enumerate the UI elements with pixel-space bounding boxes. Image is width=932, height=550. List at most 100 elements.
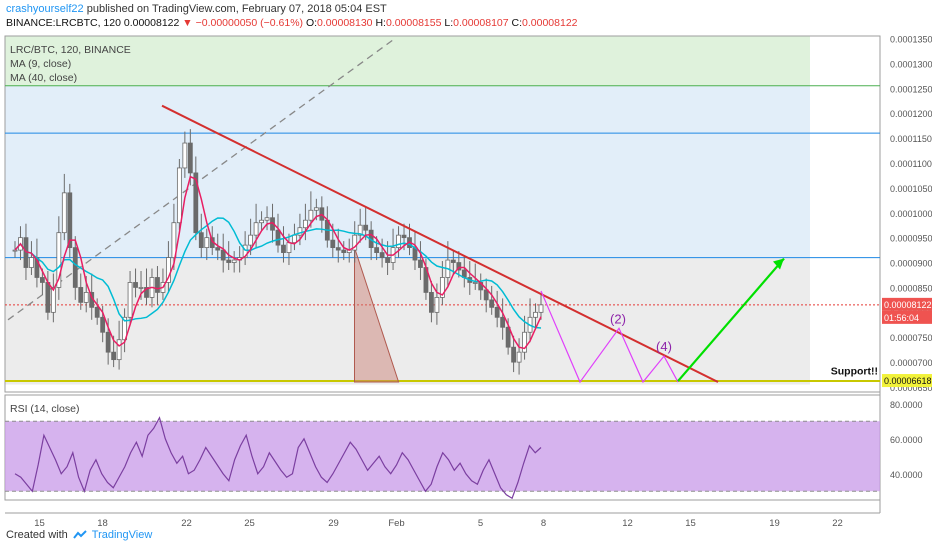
candle-body bbox=[198, 232, 204, 249]
high-value: 0.00008155 bbox=[385, 17, 442, 29]
candle-body bbox=[116, 339, 122, 361]
time-tick-label: 12 bbox=[622, 518, 633, 529]
candle-body bbox=[259, 219, 264, 224]
candle-body bbox=[242, 244, 248, 258]
legend-ma9[interactable]: MA (9, close) bbox=[10, 58, 72, 70]
time-tick-label: 8 bbox=[541, 518, 546, 529]
open-label: O: bbox=[305, 17, 318, 29]
forecast-arrowhead bbox=[773, 258, 784, 270]
wave-label-2: (2) bbox=[610, 311, 626, 326]
legend-rsi[interactable]: RSI (14, close) bbox=[10, 403, 80, 415]
projection-path bbox=[540, 290, 679, 384]
zone-gray bbox=[5, 257, 810, 385]
time-tick-label: 29 bbox=[328, 518, 339, 529]
candle-body bbox=[226, 259, 232, 263]
rsi-tick-label: 40.0000 bbox=[890, 470, 923, 480]
candle-body bbox=[281, 244, 286, 253]
candle-body bbox=[204, 237, 210, 249]
ohlc-line: BINANCE:LRCBTC, 120 0.00008122 ▼ −0.0000… bbox=[6, 17, 578, 29]
footer: Created with TradingView bbox=[6, 529, 152, 541]
candle-body bbox=[363, 224, 369, 231]
candle-body bbox=[429, 292, 434, 313]
candle-body bbox=[313, 207, 319, 211]
support-price-tag: 0.00006618 bbox=[884, 376, 932, 386]
zone-blue bbox=[5, 85, 810, 258]
candle-body bbox=[456, 262, 462, 271]
low-value: 0.00008107 bbox=[453, 17, 509, 29]
candle-body bbox=[439, 277, 445, 298]
candle-body bbox=[335, 247, 341, 251]
candle-body bbox=[538, 304, 544, 313]
current-price-tag-bg bbox=[882, 297, 932, 311]
candle-body bbox=[401, 234, 407, 239]
candle-body bbox=[434, 296, 440, 313]
author-link[interactable]: crashyourself22 bbox=[6, 3, 84, 15]
candle-body bbox=[516, 351, 522, 363]
low-label: L: bbox=[444, 17, 454, 29]
candle-body bbox=[231, 259, 237, 263]
legend-ma40[interactable]: MA (40, close) bbox=[10, 72, 78, 84]
rsi-tick-label: 60.0000 bbox=[890, 435, 923, 445]
time-tick-label: Feb bbox=[388, 518, 404, 529]
time-tick-label: 18 bbox=[97, 518, 108, 529]
candle-body bbox=[127, 282, 133, 318]
candle-body bbox=[138, 287, 144, 289]
candle-body bbox=[450, 259, 456, 263]
rsi-band bbox=[5, 421, 880, 492]
open-value: 0.00008130 bbox=[317, 17, 373, 29]
rsi-tick-label: 80.0000 bbox=[890, 400, 923, 410]
candle-body bbox=[133, 282, 138, 288]
candle-body bbox=[50, 287, 56, 313]
candle-body bbox=[182, 142, 188, 169]
down-arrow-icon: ▼ bbox=[182, 17, 193, 29]
candle-body bbox=[45, 282, 51, 313]
current-price-tag: 0.00008122 bbox=[884, 300, 932, 310]
time-tick-label: 25 bbox=[244, 518, 255, 529]
descending-triangle bbox=[354, 247, 400, 383]
candle-body bbox=[483, 289, 489, 301]
candle-body bbox=[357, 224, 363, 236]
countdown-tag-bg bbox=[882, 310, 932, 324]
candle-body bbox=[220, 249, 226, 261]
time-tick-label: 15 bbox=[685, 518, 696, 529]
candle-body bbox=[330, 239, 336, 249]
legend-pair: LRC/BTC, 120, BINANCE bbox=[10, 44, 131, 56]
candle-body bbox=[500, 316, 506, 328]
ma9-line bbox=[14, 175, 542, 350]
time-tick-label: 19 bbox=[769, 518, 780, 529]
close-value: 0.00008122 bbox=[522, 17, 578, 29]
support-annotation: Support!! bbox=[831, 366, 878, 378]
candle-body bbox=[144, 287, 149, 298]
candle-body bbox=[286, 242, 292, 253]
candle-body bbox=[472, 282, 478, 284]
time-tick-label: 15 bbox=[34, 518, 45, 529]
tradingview-logo-icon bbox=[72, 530, 87, 539]
candle-body bbox=[187, 142, 193, 174]
candle-body bbox=[533, 311, 538, 318]
candle-body bbox=[171, 222, 177, 258]
candle-body bbox=[264, 217, 270, 221]
candle-body bbox=[56, 232, 62, 288]
tradingview-brand[interactable]: TradingView bbox=[91, 529, 153, 541]
candle-body bbox=[374, 247, 380, 253]
candle-body bbox=[308, 209, 314, 221]
candle-body bbox=[248, 234, 254, 246]
candle-body bbox=[489, 299, 495, 308]
high-label: H: bbox=[375, 17, 386, 29]
candle-body bbox=[100, 316, 106, 333]
candle-body bbox=[67, 192, 73, 249]
candle-body bbox=[341, 249, 347, 253]
candle-body bbox=[105, 331, 111, 353]
descending-trendline bbox=[161, 104, 719, 383]
candle-body bbox=[61, 192, 67, 234]
wave-label-4: (4) bbox=[656, 339, 672, 354]
